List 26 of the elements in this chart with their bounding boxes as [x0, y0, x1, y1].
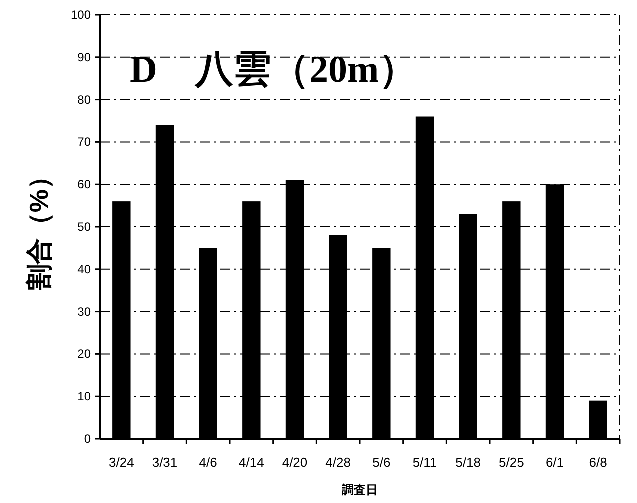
- y-tick-label: 100: [70, 8, 92, 22]
- x-tick-label: 5/18: [456, 455, 481, 470]
- x-tick-label: 6/1: [546, 455, 564, 470]
- y-tick-label: 80: [78, 92, 92, 107]
- x-tick-label: 4/20: [282, 455, 308, 470]
- y-tick-label: 70: [78, 135, 92, 150]
- y-tick-label: 90: [78, 50, 92, 64]
- y-axis-title: 割合（%）: [24, 163, 54, 292]
- x-tick-label: 5/6: [372, 455, 391, 470]
- x-tick-label: 4/6: [199, 455, 218, 470]
- y-tick-label: 60: [78, 178, 92, 192]
- y-tick-label: 50: [78, 220, 92, 234]
- text: D 八雲（20m）: [130, 49, 418, 91]
- y-tick-label: 0: [84, 432, 92, 446]
- x-tick-label: 6/8: [589, 455, 608, 470]
- x-tick-label: 5/25: [499, 455, 524, 470]
- x-axis-title: 調査日: [341, 483, 378, 497]
- x-tick-label: 4/28: [326, 455, 351, 470]
- y-tick-label: 10: [78, 390, 92, 404]
- y-tick-label: 40: [78, 262, 92, 276]
- x-tick-label: 3/24: [109, 455, 134, 470]
- y-tick-label: 30: [78, 304, 92, 319]
- x-tick-label: 5/11: [412, 455, 438, 470]
- x-tick-label: 3/31: [152, 455, 178, 470]
- x-tick-label: 4/14: [239, 455, 264, 470]
- y-tick-label: 20: [78, 347, 92, 362]
